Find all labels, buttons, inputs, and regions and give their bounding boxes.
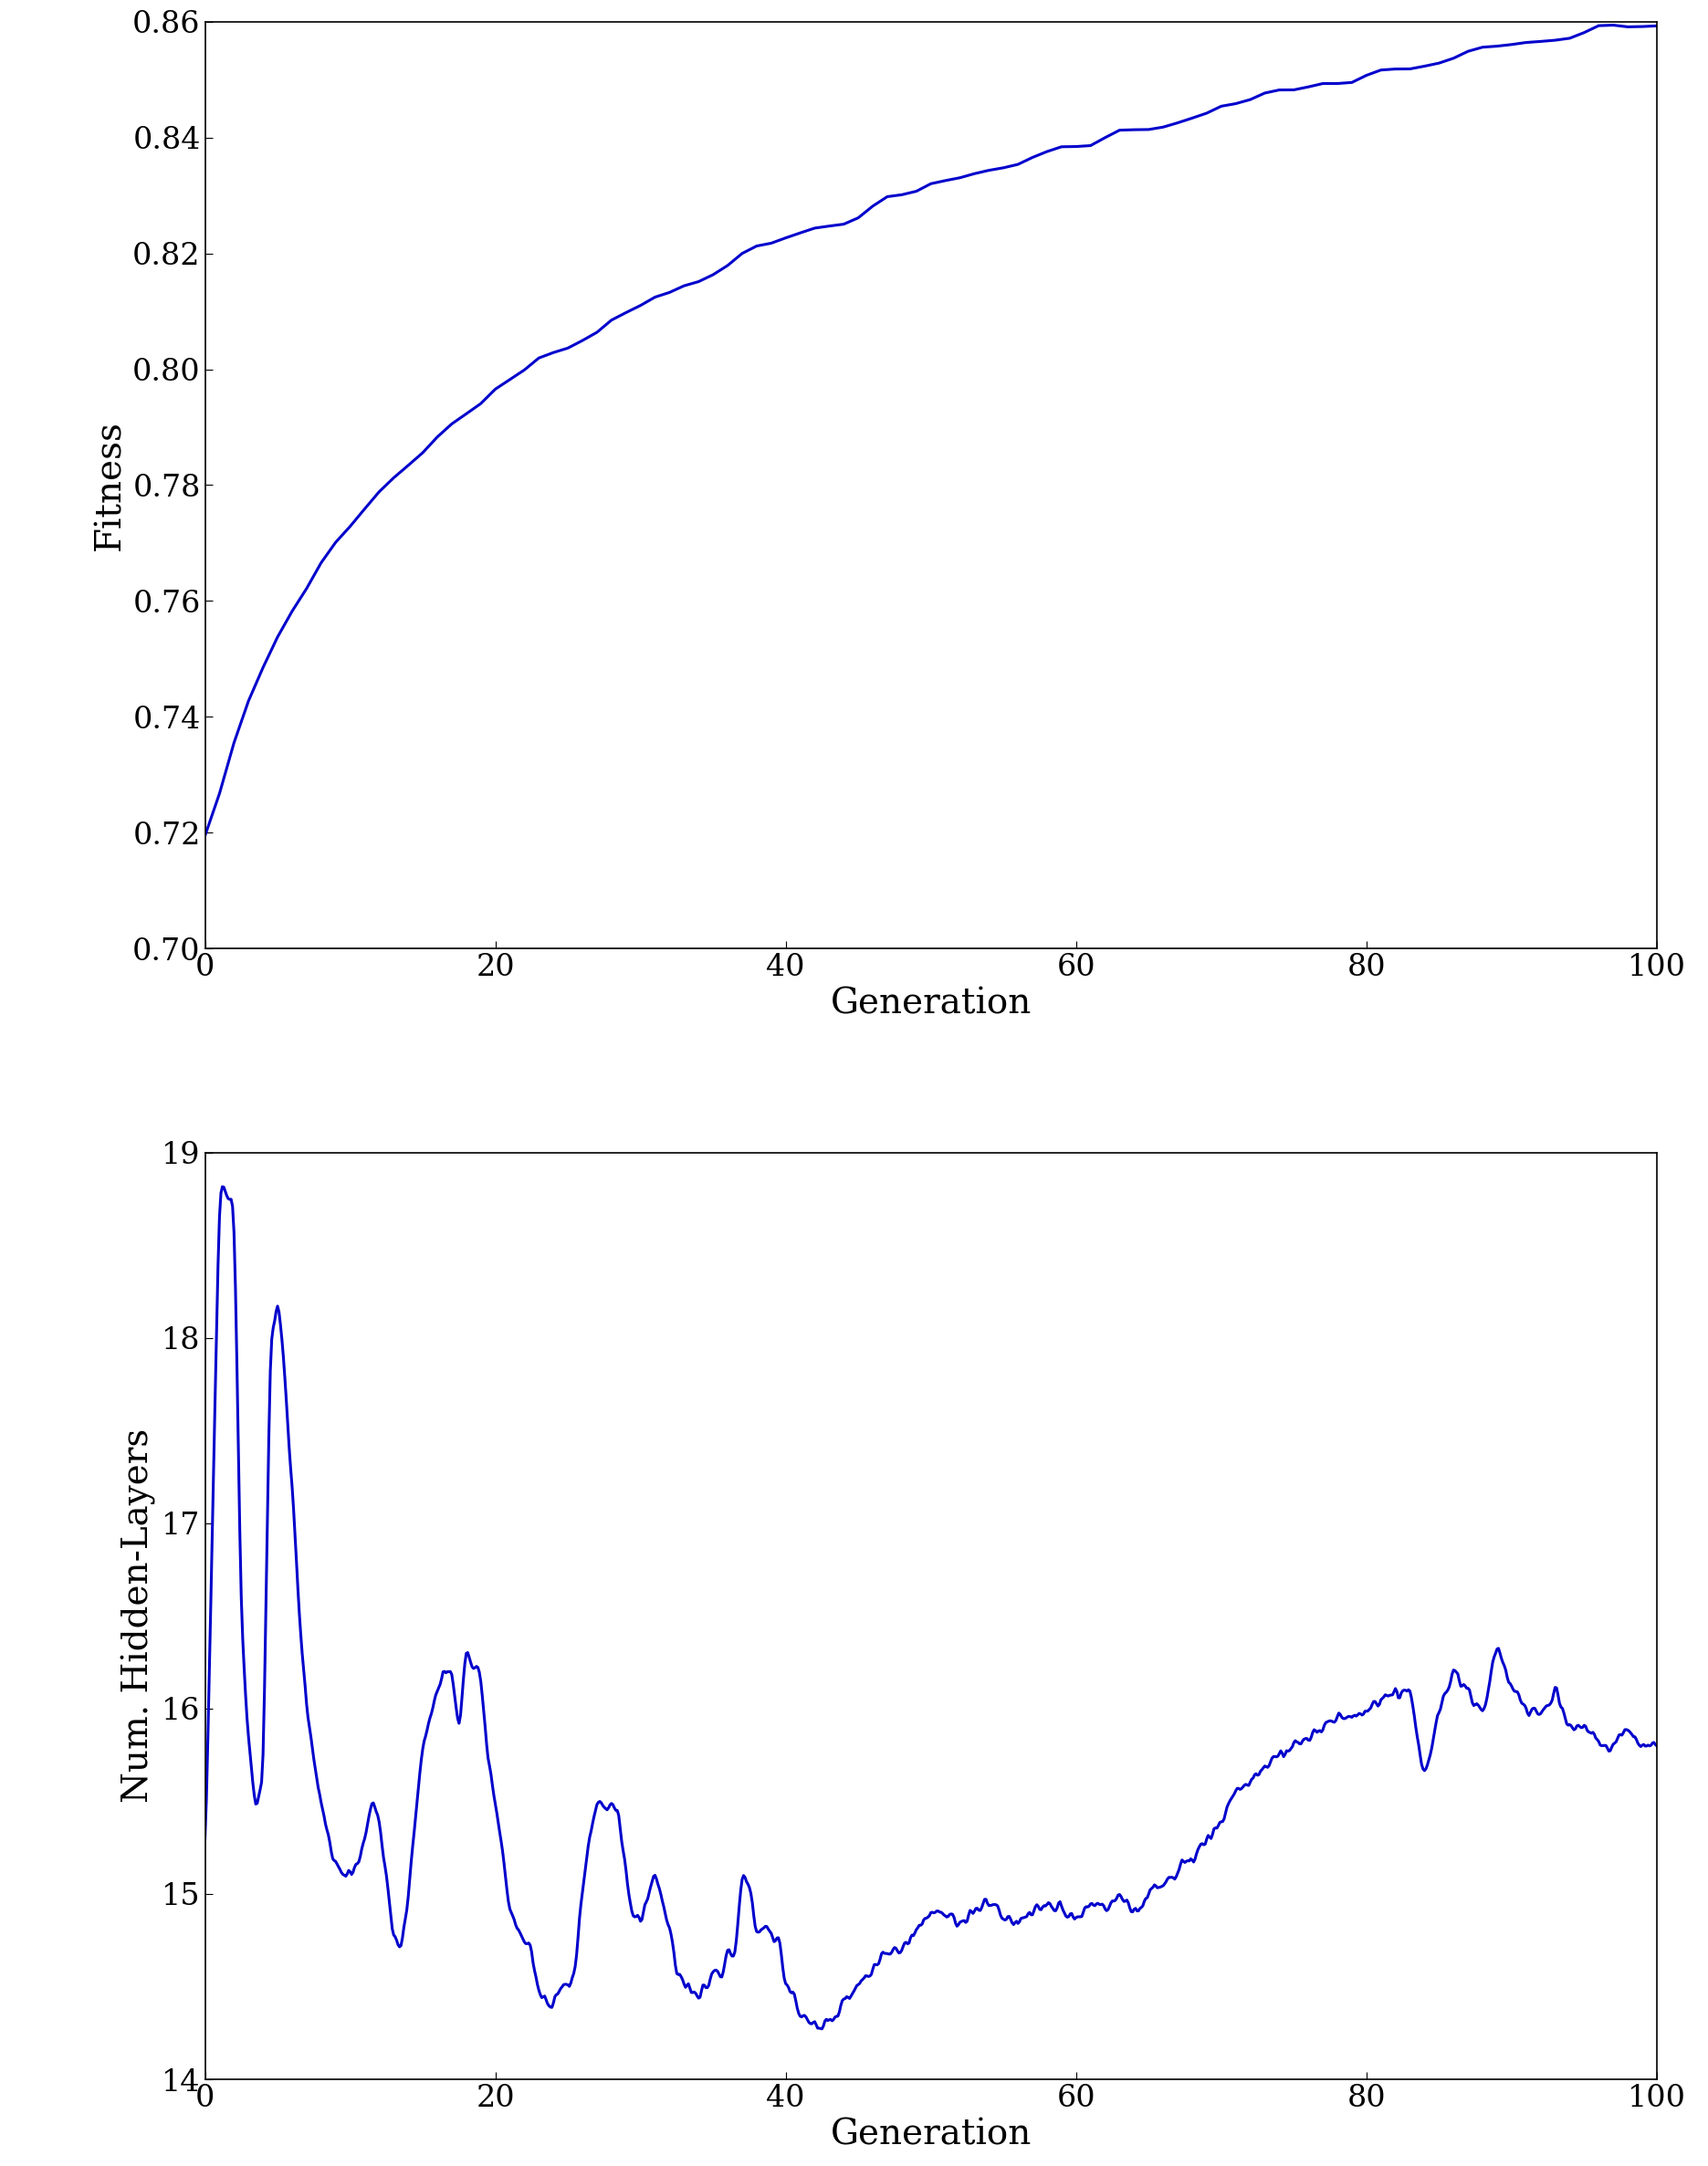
X-axis label: Generation: Generation [830,988,1032,1020]
X-axis label: Generation: Generation [830,2118,1032,2151]
Y-axis label: Fitness: Fitness [94,420,128,550]
Y-axis label: Num. Hidden-Layers: Num. Hidden-Layers [121,1430,157,1802]
